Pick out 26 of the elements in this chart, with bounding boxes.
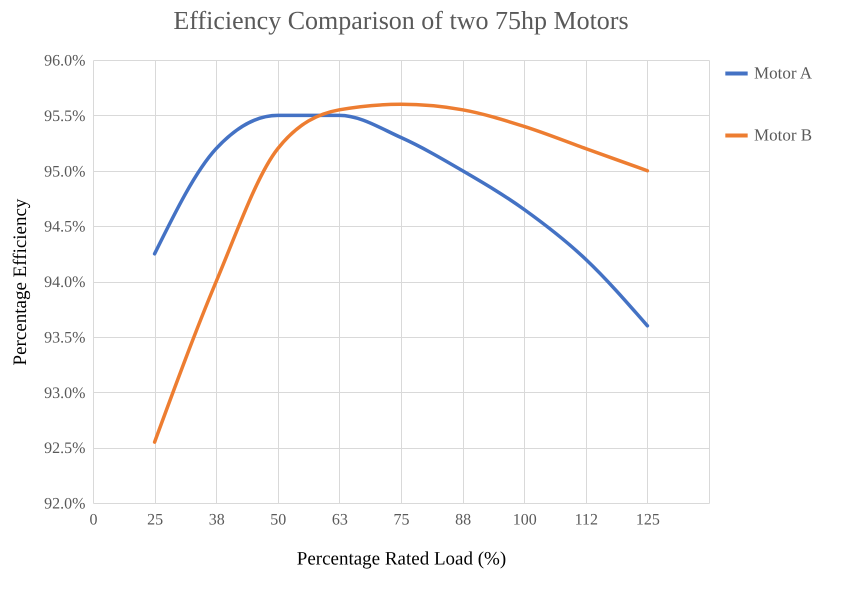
x-tick-label: 125 [636,512,660,528]
y-tick-label: 94.5% [44,218,86,236]
x-tick-label: 0 [90,512,98,528]
y-tick-label: 92.5% [44,440,86,458]
y-tick-label: 96.0% [44,52,86,70]
y-tick-label: 93.0% [44,384,86,402]
y-tick-label: 94.0% [44,274,86,291]
legend-label: Motor B [754,126,812,144]
y-tick-label: 95.0% [44,163,86,180]
x-tick-label: 112 [574,512,598,528]
y-tick-label: 95.5% [44,108,86,125]
x-tick-label: 75 [394,512,410,528]
x-tick-label: 25 [147,512,164,528]
x-tick-label: 100 [512,512,537,528]
y-tick-label: 92.0% [44,496,86,512]
x-tick-label: 63 [332,512,348,528]
x-tick-label: 88 [455,512,472,528]
legend-label: Motor A [754,64,813,82]
line-series [152,102,650,444]
x-tick-label: 38 [208,512,225,528]
y-tick-label: 93.5% [44,329,86,346]
x-axis-title: Percentage Rated Load (%) [296,548,506,570]
y-axis-title: Percentage Efficiency [10,198,32,366]
x-tick-label: 50 [270,512,286,528]
line-series [152,114,650,328]
chart-title: Efficiency Comparison of two 75hp Motors [173,6,629,35]
